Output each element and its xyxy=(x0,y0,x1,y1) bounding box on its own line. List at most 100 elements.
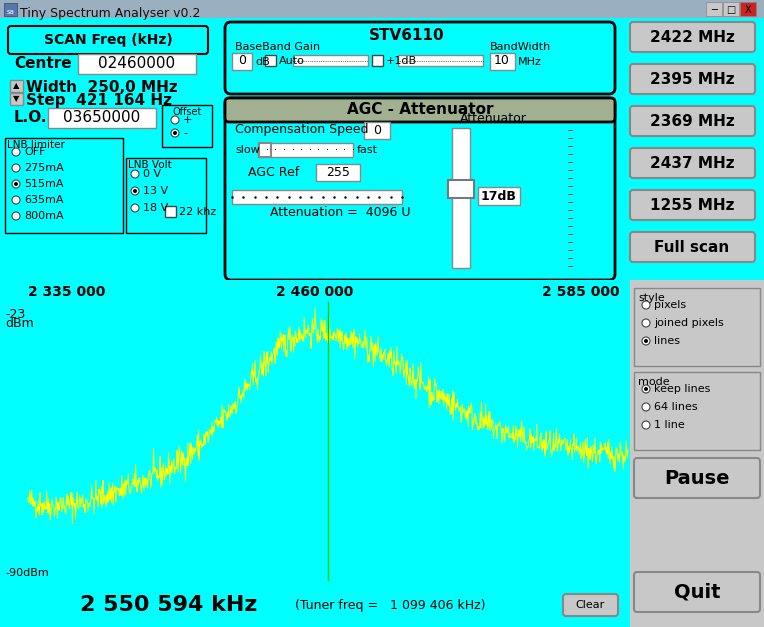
Bar xyxy=(232,53,252,70)
Bar xyxy=(165,206,176,217)
Text: 2422 MHz: 2422 MHz xyxy=(649,29,734,45)
FancyBboxPatch shape xyxy=(630,190,755,220)
Text: 0: 0 xyxy=(238,55,246,68)
Text: 255: 255 xyxy=(326,166,350,179)
Bar xyxy=(448,180,474,198)
FancyBboxPatch shape xyxy=(634,572,760,612)
FancyBboxPatch shape xyxy=(225,22,615,94)
Text: 2369 MHz: 2369 MHz xyxy=(649,113,734,129)
Text: Attenuation =  4096 U: Attenuation = 4096 U xyxy=(270,206,410,218)
Circle shape xyxy=(133,189,137,193)
Text: L.O.: L.O. xyxy=(14,110,47,125)
Bar xyxy=(162,105,212,147)
Text: ─: ─ xyxy=(711,5,717,15)
Bar xyxy=(452,128,470,268)
Circle shape xyxy=(131,187,139,195)
Text: 18 V: 18 V xyxy=(143,203,168,213)
FancyBboxPatch shape xyxy=(630,232,755,262)
Bar xyxy=(10,93,23,105)
Text: -90dBm: -90dBm xyxy=(5,568,49,578)
Text: (Tuner freq =   1 099 406 kHz): (Tuner freq = 1 099 406 kHz) xyxy=(295,599,485,611)
Text: Tiny Spectrum Analyser v0.2: Tiny Spectrum Analyser v0.2 xyxy=(20,8,200,21)
Circle shape xyxy=(642,403,650,411)
Bar xyxy=(265,55,276,66)
Circle shape xyxy=(14,182,18,186)
Circle shape xyxy=(12,212,20,220)
Bar xyxy=(490,53,515,70)
Text: 17dB: 17dB xyxy=(481,189,517,203)
Bar xyxy=(126,158,206,233)
Circle shape xyxy=(642,337,650,345)
FancyBboxPatch shape xyxy=(630,106,755,136)
Bar xyxy=(48,108,156,128)
Bar xyxy=(723,2,739,16)
Text: 0: 0 xyxy=(373,124,381,137)
FancyBboxPatch shape xyxy=(630,22,755,52)
Bar xyxy=(630,280,764,627)
Text: LNB Volt: LNB Volt xyxy=(128,160,172,170)
Text: 02460000: 02460000 xyxy=(99,56,176,71)
Text: Full scan: Full scan xyxy=(655,240,730,255)
Text: Offset: Offset xyxy=(173,107,202,117)
Bar xyxy=(0,0,764,18)
Text: +1dB: +1dB xyxy=(386,56,417,66)
Text: 2 550 594 kHz: 2 550 594 kHz xyxy=(80,595,257,615)
Text: BandWidth: BandWidth xyxy=(490,42,552,52)
Bar xyxy=(364,122,390,139)
Text: 2 460 000: 2 460 000 xyxy=(277,285,354,299)
Bar xyxy=(740,2,756,16)
Bar xyxy=(232,190,402,204)
Text: joined pixels: joined pixels xyxy=(654,318,724,328)
Text: +: + xyxy=(183,115,193,125)
Text: ▼: ▼ xyxy=(13,95,19,103)
Bar xyxy=(706,2,722,16)
FancyBboxPatch shape xyxy=(634,458,760,498)
Text: STV6110: STV6110 xyxy=(369,28,445,43)
Bar xyxy=(5,138,123,233)
Bar xyxy=(634,288,760,366)
Circle shape xyxy=(171,129,179,137)
Text: SCAN Freq (kHz): SCAN Freq (kHz) xyxy=(44,33,173,47)
Text: LNB limiter: LNB limiter xyxy=(7,140,65,150)
Circle shape xyxy=(642,421,650,429)
Text: 515mA: 515mA xyxy=(24,179,63,189)
Text: AGC - Attenuator: AGC - Attenuator xyxy=(347,102,494,117)
Text: Clear: Clear xyxy=(575,600,604,610)
Text: 2437 MHz: 2437 MHz xyxy=(649,155,734,171)
Text: 64 lines: 64 lines xyxy=(654,402,698,412)
Bar xyxy=(478,187,520,205)
Circle shape xyxy=(644,387,648,391)
Circle shape xyxy=(131,170,139,178)
FancyBboxPatch shape xyxy=(225,98,615,280)
Circle shape xyxy=(642,319,650,327)
Text: fast: fast xyxy=(357,145,378,155)
FancyBboxPatch shape xyxy=(630,148,755,178)
Text: Step  421 164 Hz: Step 421 164 Hz xyxy=(26,93,172,108)
Bar xyxy=(28,302,628,580)
Text: keep lines: keep lines xyxy=(654,384,711,394)
Text: style: style xyxy=(638,293,665,303)
Bar xyxy=(4,3,17,16)
Circle shape xyxy=(642,385,650,393)
Text: pixels: pixels xyxy=(654,300,686,310)
Text: ▲: ▲ xyxy=(13,82,19,90)
FancyBboxPatch shape xyxy=(8,26,208,54)
Text: 275mA: 275mA xyxy=(24,163,63,173)
Text: sa: sa xyxy=(7,9,15,15)
Bar xyxy=(258,143,353,157)
Bar xyxy=(259,143,271,157)
Bar xyxy=(398,55,483,66)
Text: 2 585 000: 2 585 000 xyxy=(542,285,620,299)
Text: 800mA: 800mA xyxy=(24,211,63,221)
Bar xyxy=(293,55,368,66)
Circle shape xyxy=(131,204,139,212)
Circle shape xyxy=(171,116,179,124)
Circle shape xyxy=(12,148,20,156)
Bar xyxy=(316,164,360,181)
Circle shape xyxy=(173,131,177,135)
Text: -: - xyxy=(183,128,187,138)
FancyBboxPatch shape xyxy=(630,64,755,94)
Text: slow: slow xyxy=(235,145,260,155)
Text: Centre: Centre xyxy=(14,56,72,70)
Text: 03650000: 03650000 xyxy=(63,110,141,125)
